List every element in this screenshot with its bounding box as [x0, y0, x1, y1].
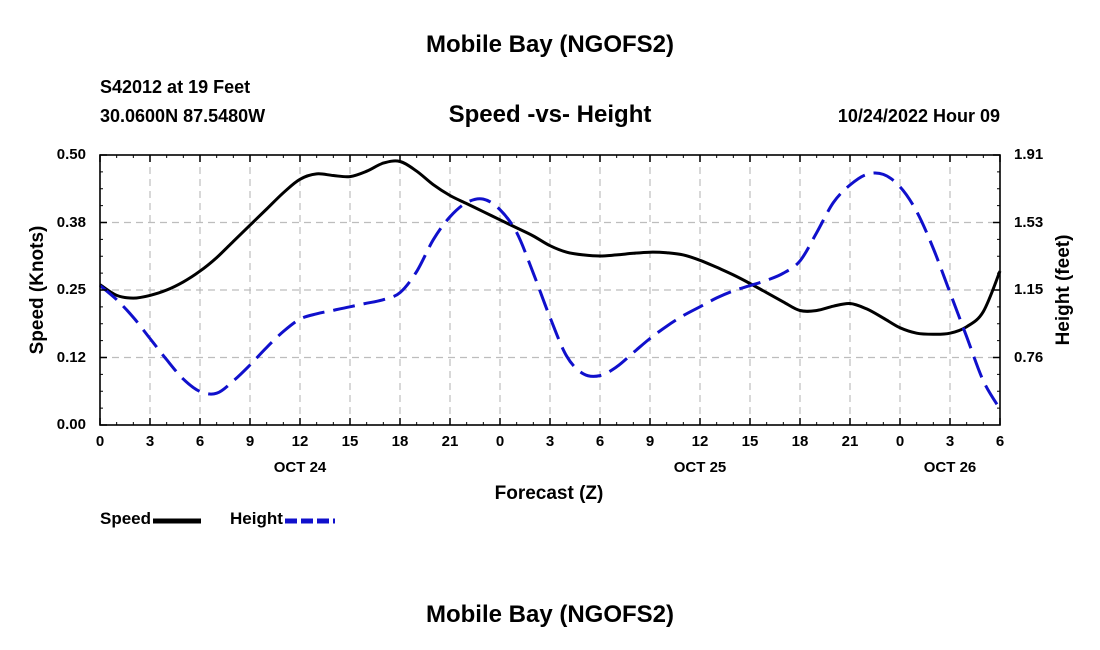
station-coords: 30.0600N 87.5480W — [100, 106, 266, 126]
date-label: OCT 24 — [273, 459, 327, 476]
x-tick-label: 21 — [841, 433, 859, 450]
x-tick-label: 6 — [195, 433, 205, 450]
chart-title: Mobile Bay (NGOFS2) — [425, 31, 675, 58]
y-right-tick-label: 1.53 — [1014, 213, 1044, 231]
speed-series-line — [99, 159, 1002, 336]
series-layer — [99, 159, 1002, 410]
legend-height-label: Height — [230, 509, 283, 528]
height-series-line — [99, 171, 1002, 410]
x-tick-label: 6 — [995, 433, 1005, 450]
y-left-tick-label: 0.50 — [56, 146, 86, 163]
legend-height-swatch — [284, 518, 335, 524]
x-tick-label: 0 — [495, 433, 505, 450]
x-tick-label: 0 — [95, 433, 105, 450]
y-right-tick-label: 1.91 — [1014, 146, 1044, 163]
x-tick-label: 3 — [545, 433, 555, 450]
y-left-tick-label: 0.25 — [56, 281, 86, 298]
legend-speed-swatch — [153, 518, 202, 524]
y-left-tick-label: 0.12 — [56, 348, 86, 366]
legend-speed: Speed — [100, 509, 203, 529]
plot-frame — [99, 154, 1001, 426]
x-tick-label: 9 — [245, 433, 255, 450]
frame-layer — [99, 154, 1001, 426]
x-tick-label: 9 — [645, 433, 655, 450]
x-tick-label: 18 — [391, 433, 409, 450]
grid-layer — [100, 155, 1000, 425]
y-left-tick-label: 0.38 — [56, 213, 86, 231]
x-tick-label: 12 — [291, 433, 309, 450]
x-tick-label: 0 — [895, 433, 905, 450]
y-right-tick-label: 0.76 — [1014, 348, 1044, 366]
y-axis-left-label: Speed (Knots) — [27, 225, 48, 355]
legend-speed-label: Speed — [100, 509, 152, 528]
forecast-datetime: 10/24/2022 Hour 09 — [837, 106, 1000, 126]
x-tick-label: 18 — [791, 433, 809, 450]
x-tick-label: 12 — [691, 433, 709, 450]
footer-title: Mobile Bay (NGOFS2) — [425, 601, 675, 628]
chart-subtitle: Speed -vs- Height — [448, 101, 652, 128]
x-tick-label: 15 — [741, 433, 759, 450]
x-tick-label: 3 — [945, 433, 955, 450]
y-right-tick-label: 1.15 — [1014, 281, 1044, 298]
legend-height: Height — [230, 509, 337, 529]
x-tick-label: 6 — [595, 433, 605, 450]
x-tick-label: 21 — [441, 433, 459, 450]
y-axis-right-label: Height (feet) — [1053, 234, 1074, 346]
date-label: OCT 26 — [923, 459, 977, 476]
x-tick-label: 3 — [145, 433, 155, 450]
x-axis-label: Forecast (Z) — [494, 483, 604, 504]
date-label: OCT 25 — [673, 459, 727, 476]
y-left-tick-label: 0.00 — [56, 416, 86, 433]
station-label: S42012 at 19 Feet — [100, 77, 251, 97]
x-tick-label: 15 — [341, 433, 359, 450]
